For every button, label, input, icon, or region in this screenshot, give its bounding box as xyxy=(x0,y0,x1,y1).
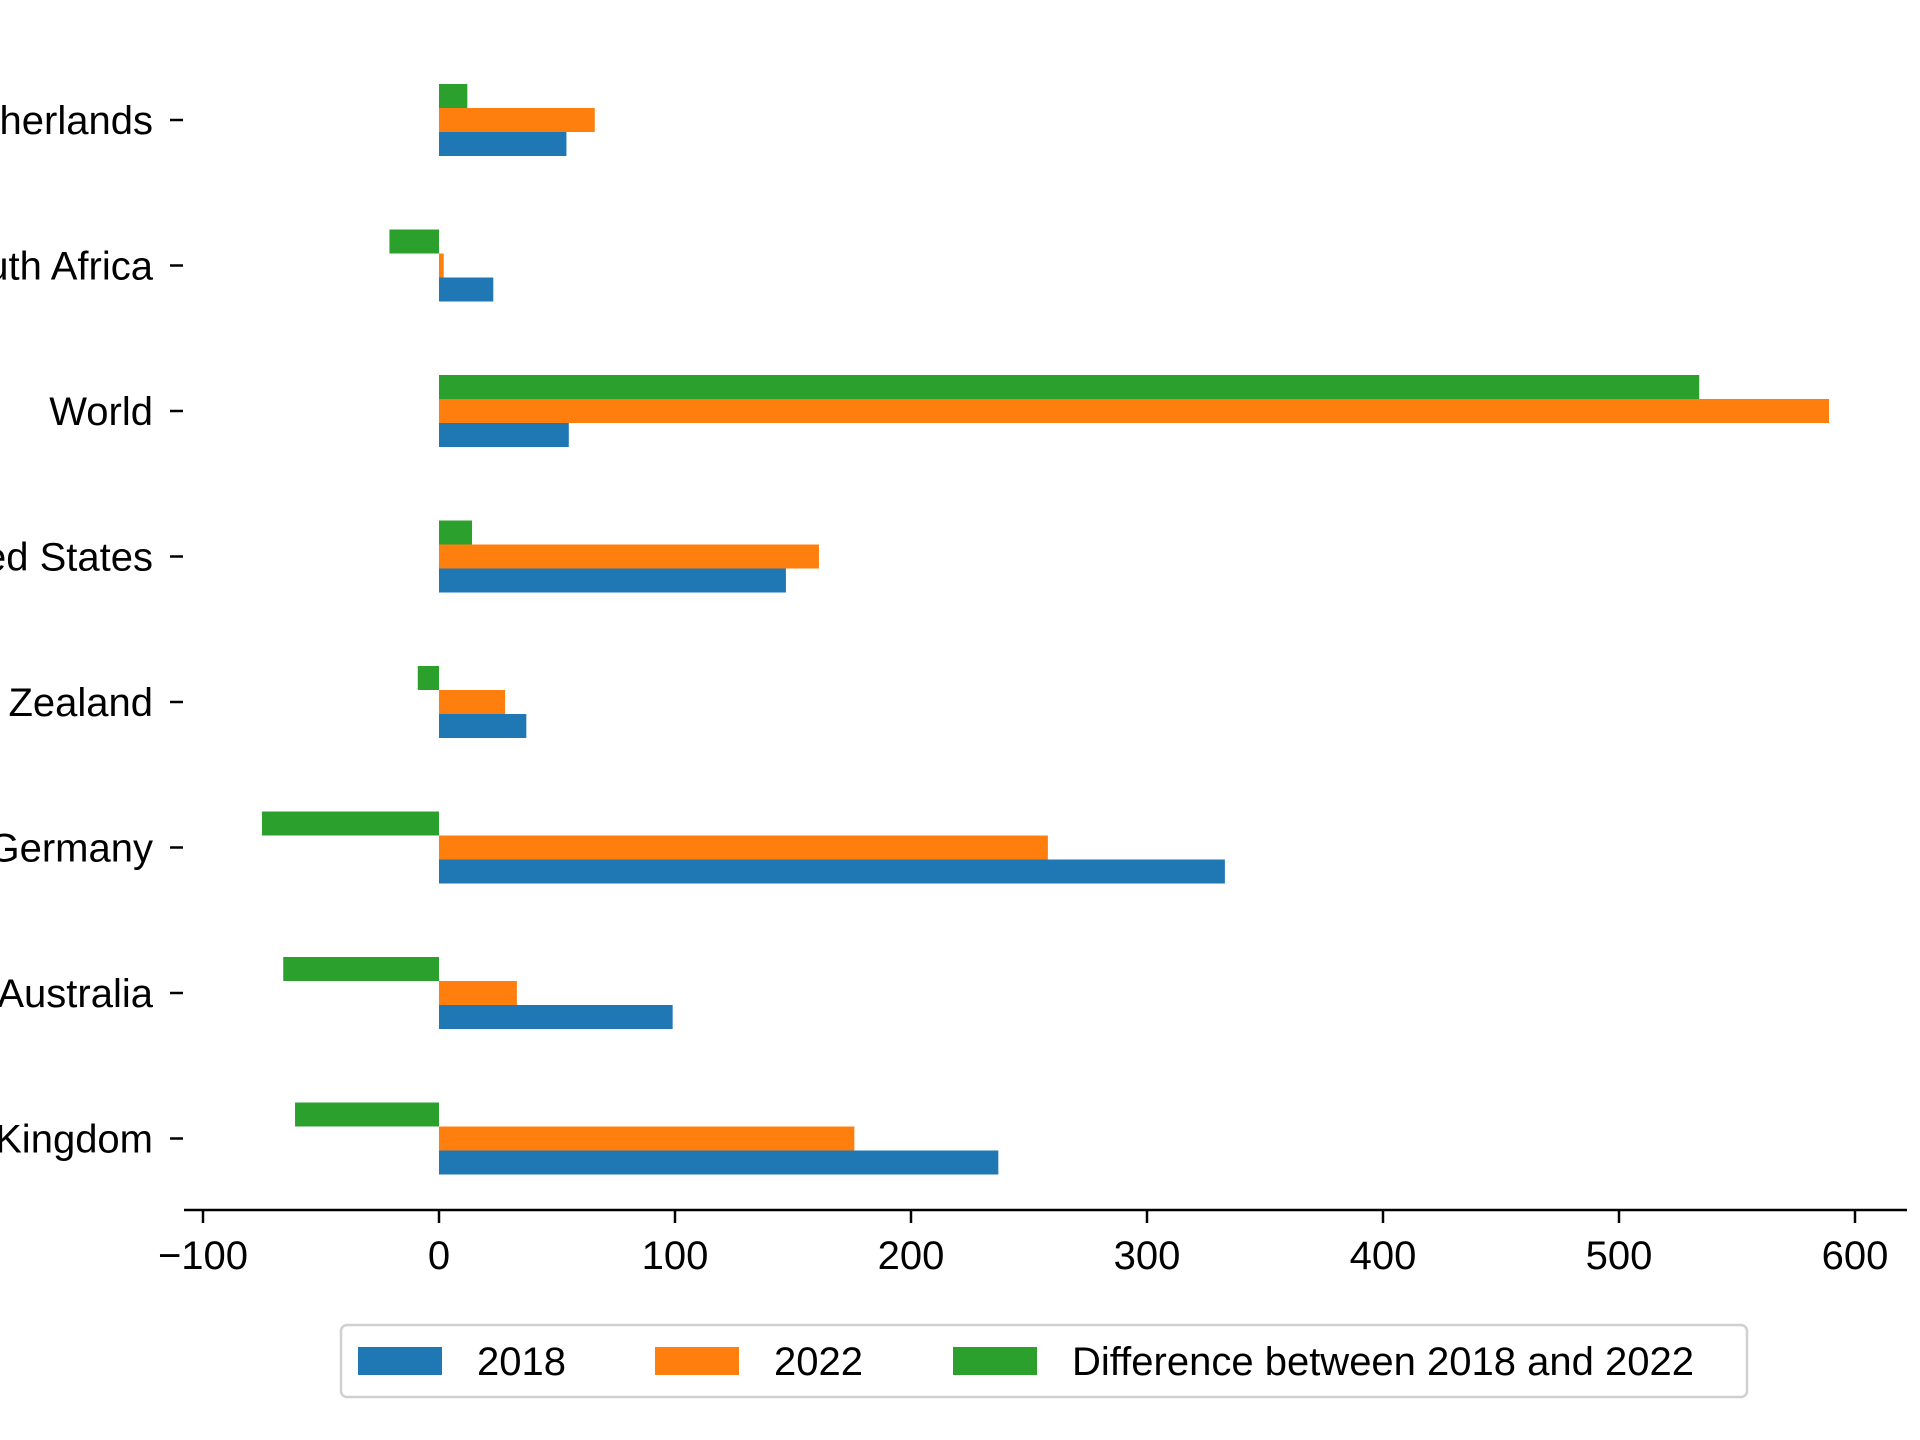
y-tick-label: Germany xyxy=(0,827,153,871)
bar-2018-south-africa xyxy=(439,277,494,302)
bar-2022-united-kingdom xyxy=(439,1126,855,1151)
y-tick-label: United Kingdom xyxy=(0,1118,153,1162)
bar-2022-united-states xyxy=(439,544,819,569)
bar-difference-world xyxy=(439,375,1700,399)
bar-difference-germany xyxy=(262,811,439,836)
legend-label: Difference between 2018 and 2022 xyxy=(1072,1340,1694,1384)
y-tick-label: New Zealand xyxy=(0,681,153,725)
x-axis: −100 0 100 200 300 400 500 600 xyxy=(158,1208,1907,1278)
x-tick-label: 600 xyxy=(1822,1234,1889,1278)
bar-2022-netherlands xyxy=(439,108,595,132)
legend-swatch xyxy=(953,1347,1037,1375)
bar-difference-netherlands xyxy=(439,84,468,108)
y-tick-label: Netherlands xyxy=(0,99,153,143)
bar-2022-south-africa xyxy=(439,253,444,278)
x-tick-label: 100 xyxy=(642,1234,709,1278)
legend-label: 2022 xyxy=(774,1340,863,1384)
bar-2018-germany xyxy=(439,859,1225,884)
bar-difference-south-africa xyxy=(389,229,439,254)
bars-layer xyxy=(262,84,1830,1175)
bar-2022-germany xyxy=(439,835,1048,860)
y-tick-label: United States xyxy=(0,536,153,580)
y-tick-label: South Africa xyxy=(0,245,154,289)
bar-difference-new-zealand xyxy=(417,666,439,690)
bar-2018-new-zealand xyxy=(439,714,527,738)
bar-2018-world xyxy=(439,423,569,447)
legend-box xyxy=(339,1323,1749,1399)
bar-2022-new-zealand xyxy=(439,690,506,714)
bar-difference-australia xyxy=(283,957,439,981)
bar-2022-australia xyxy=(439,981,517,1005)
bar-2018-netherlands xyxy=(439,132,567,156)
x-tick-label: 300 xyxy=(1114,1234,1181,1278)
bar-difference-united-states xyxy=(439,520,473,545)
legend-swatch xyxy=(655,1347,739,1375)
bar-difference-united-kingdom xyxy=(295,1102,439,1127)
legend-label: 2018 xyxy=(477,1340,566,1384)
x-tick-label: −100 xyxy=(158,1234,248,1278)
y-axis: United Kingdom Australia Germany New Zealan… xyxy=(0,99,183,1162)
x-tick-label: 0 xyxy=(428,1234,450,1278)
x-tick-label: 200 xyxy=(878,1234,945,1278)
x-tick-label: 500 xyxy=(1586,1234,1653,1278)
bar-2018-united-kingdom xyxy=(439,1150,999,1175)
bar-2018-australia xyxy=(439,1005,673,1029)
x-tick-label: 400 xyxy=(1350,1234,1417,1278)
y-tick-label: World xyxy=(49,390,153,434)
legend-swatch xyxy=(358,1347,442,1375)
bar-2018-united-states xyxy=(439,568,786,593)
y-tick-label: Australia xyxy=(0,972,154,1016)
legend: 2018 2022 Difference between 2018 and 2022 xyxy=(339,1323,1749,1399)
bar-2022-world xyxy=(439,399,1830,423)
